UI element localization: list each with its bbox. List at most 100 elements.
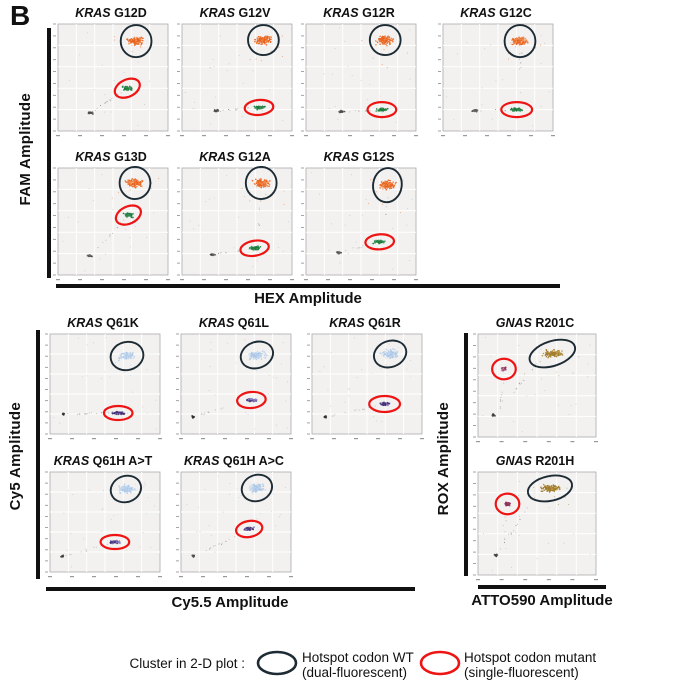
mutant-cluster-ring <box>366 101 398 119</box>
plot-row: GNAS R201H <box>470 454 600 584</box>
wt-cluster-ring <box>244 166 278 200</box>
plot-title: KRAS Q61L <box>198 316 270 330</box>
wt-cluster-ring <box>372 167 403 204</box>
plot-title: KRAS G12A <box>199 150 271 164</box>
mutant-cluster-ring <box>236 390 267 410</box>
scatter-plot <box>473 333 598 443</box>
wt-cluster-ring <box>239 340 274 370</box>
plot-title: KRAS G12V <box>199 6 271 20</box>
plot-row: KRAS G13D KRAS G12A KRAS G12S <box>50 150 557 284</box>
mutant-cluster-ring <box>364 233 396 251</box>
plot-row: KRAS G12D KRAS G12V KRAS G12R KRAS G12C <box>50 6 557 140</box>
wt-cluster-ring <box>119 24 153 59</box>
mutant-cluster-ring <box>102 404 134 422</box>
plot-gnas-r201c: GNAS R201C <box>470 316 600 446</box>
legend-wt-ellipse-icon <box>256 650 298 676</box>
mutant-ellipse-icon <box>419 650 461 676</box>
wt-cluster-ring <box>109 474 142 504</box>
fam-axis-label: FAM Amplitude <box>17 93 34 206</box>
cy5-plot-grid: KRAS Q61K KRAS Q61L KRAS Q61R KRAS Q61H A>T… <box>42 316 426 592</box>
panel-label: B <box>10 0 31 31</box>
cy55-axis-bar <box>46 587 415 591</box>
mutant-cluster-ring <box>243 98 275 117</box>
scatter-plot <box>53 23 170 137</box>
legend-wt-line2: (dual-fluorescent) <box>302 665 408 681</box>
wt-cluster-ring <box>373 339 408 369</box>
plot-title: KRAS Q61K <box>67 316 139 330</box>
legend-mutant-line1: Hotspot codon mutant <box>464 650 597 665</box>
plot-kras-q61h-a-c: KRAS Q61H A>C <box>173 454 295 581</box>
plot-kras-q61l: KRAS Q61L <box>173 316 295 443</box>
plot-kras-g12d: KRAS G12D <box>50 6 172 140</box>
mutant-cluster-ring <box>99 533 131 551</box>
rox-axis-bar <box>464 333 468 576</box>
plot-kras-q61k: KRAS Q61K <box>42 316 164 443</box>
scatter-plot <box>176 333 293 440</box>
wt-cluster-ring <box>368 24 402 56</box>
scatter-plot <box>473 471 598 581</box>
cy5-axis-label: Cy5 Amplitude <box>7 402 24 511</box>
wt-cluster-ring <box>528 338 577 369</box>
mutant-cluster-ring <box>500 101 534 119</box>
legend-mutant-ellipse-icon <box>419 650 461 676</box>
wt-cluster-ring <box>118 166 152 200</box>
scatter-plot <box>307 333 424 440</box>
legend-wt-line1: Hotspot codon WT <box>302 650 414 665</box>
mutant-cluster-ring <box>235 519 264 539</box>
rox-axis-label: ROX Amplitude <box>435 402 452 516</box>
plot-row: GNAS R201C <box>470 316 600 446</box>
cy55-axis-label: Cy5.5 Amplitude <box>171 594 289 611</box>
plot-title: KRAS G12D <box>75 6 147 20</box>
plot-kras-g12a: KRAS G12A <box>174 150 296 284</box>
plot-kras-g12s: KRAS G12S <box>298 150 420 284</box>
scatter-plot <box>177 166 294 281</box>
hex-axis-label: HEX Amplitude <box>254 290 362 307</box>
wt-cluster-ring <box>526 474 574 503</box>
hex-axis-bar <box>56 284 560 288</box>
atto590-axis-bar <box>478 585 606 589</box>
wt-cluster-ring <box>109 340 145 372</box>
plot-title: KRAS Q61H A>C <box>184 454 284 468</box>
wt-cluster-ring <box>503 24 537 59</box>
mutant-cluster-ring <box>239 239 270 258</box>
mutant-cluster-ring <box>113 77 141 99</box>
plot-row: KRAS Q61H A>T KRAS Q61H A>C <box>42 454 426 581</box>
mutant-cluster-ring <box>494 492 521 516</box>
scatter-plot <box>438 23 555 137</box>
wt-cluster-ring <box>240 473 273 503</box>
plot-title: GNAS R201H <box>495 454 575 468</box>
scatter-plot <box>53 166 170 281</box>
scatter-plot <box>177 23 294 137</box>
plot-kras-g12r: KRAS G12R <box>298 6 420 140</box>
cy5-axis-bar <box>36 330 40 579</box>
plot-row: KRAS Q61K KRAS Q61L KRAS Q61R <box>42 316 426 443</box>
scatter-plot <box>45 333 162 440</box>
scatter-plot <box>301 167 418 281</box>
fam-hex-plot-grid: KRAS G12D KRAS G12V KRAS G12R KRAS G12C KRAS… <box>50 6 557 294</box>
plot-kras-g12v: KRAS G12V <box>174 6 296 140</box>
mutant-cluster-ring <box>491 357 517 381</box>
rox-plot-grid: GNAS R201C GNAS R201H <box>470 316 600 592</box>
plot-title: KRAS Q61H A>T <box>53 454 153 468</box>
legend-wt-text: Hotspot codon WT (dual-fluorescent) <box>302 650 414 681</box>
plot-kras-q61r: KRAS Q61R <box>304 316 426 443</box>
mutant-cluster-ring <box>114 204 142 226</box>
scatter-plot <box>45 471 162 578</box>
atto590-axis-label: ATTO590 Amplitude <box>471 592 613 609</box>
plot-title: GNAS R201C <box>495 316 575 330</box>
scatter-plot <box>301 23 418 137</box>
plot-title: KRAS G13D <box>75 150 147 164</box>
wt-ellipse-icon <box>256 650 298 676</box>
plot-kras-q61h-a-t: KRAS Q61H A>T <box>42 454 164 581</box>
plot-title: KRAS G12C <box>460 6 532 20</box>
plot-kras-g12c: KRAS G12C <box>435 6 557 140</box>
legend-mutant-text: Hotspot codon mutant (single-fluorescent… <box>464 650 596 681</box>
fam-axis-bar <box>47 28 51 278</box>
legend-title: Cluster in 2-D plot : <box>129 656 245 671</box>
plot-title: KRAS G12R <box>323 6 395 20</box>
plot-kras-g13d: KRAS G13D <box>50 150 172 284</box>
plot-title: KRAS G12S <box>323 150 395 164</box>
legend-mutant-line2: (single-fluorescent) <box>464 665 579 681</box>
scatter-plot <box>176 471 293 578</box>
